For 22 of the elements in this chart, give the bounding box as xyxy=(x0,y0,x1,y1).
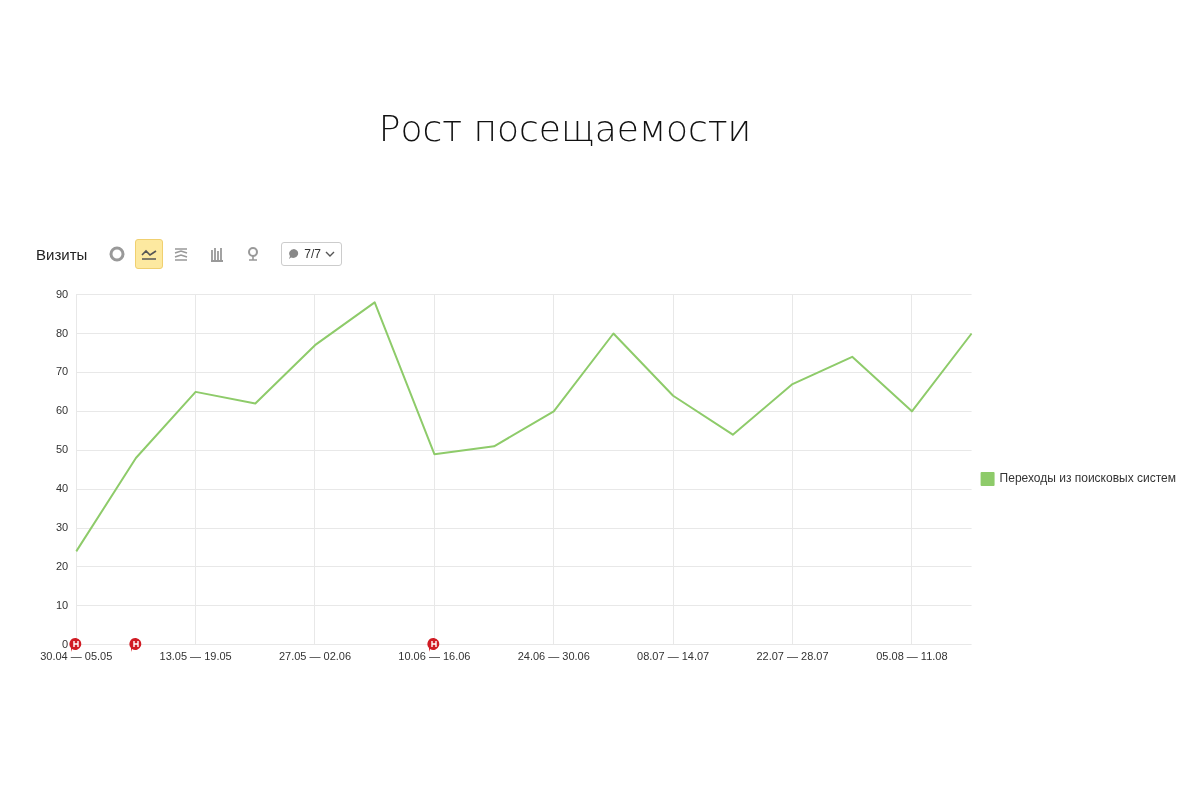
y-tick-label: 10 xyxy=(55,598,69,611)
x-tick-label: 30.04 — 05.05 xyxy=(40,650,113,663)
x-tick-label: 05.08 — 11.08 xyxy=(876,650,948,663)
y-tick-label: 80 xyxy=(55,326,69,339)
chart-title: Рост посещаемости xyxy=(377,108,753,149)
x-tick-label: 24.06 — 30.06 xyxy=(517,650,590,663)
x-tick-label: 13.05 — 19.05 xyxy=(159,650,232,663)
chart-subtitle: Визиты xyxy=(36,245,88,263)
x-tick-label: 27.05 — 02.06 xyxy=(278,650,352,663)
y-tick-label: 40 xyxy=(55,482,69,495)
y-tick-label: 30 xyxy=(55,521,69,534)
y-tick-label: 90 xyxy=(55,287,69,300)
y-tick-label: 50 xyxy=(55,443,69,456)
y-tick-label: 70 xyxy=(55,365,69,378)
y-tick-label: 60 xyxy=(55,404,69,417)
x-tick-label: 08.07 — 14.07 xyxy=(637,650,710,663)
y-tick-label: 20 xyxy=(55,560,69,573)
y-tick-label: 0 xyxy=(62,637,69,650)
text: 7/7 xyxy=(304,247,321,261)
x-tick-label: 22.07 — 28.07 xyxy=(756,650,829,663)
x-tick-label: 10.06 — 16.06 xyxy=(398,650,471,663)
legend-label: Переходы из поисковых систем xyxy=(999,471,1177,486)
